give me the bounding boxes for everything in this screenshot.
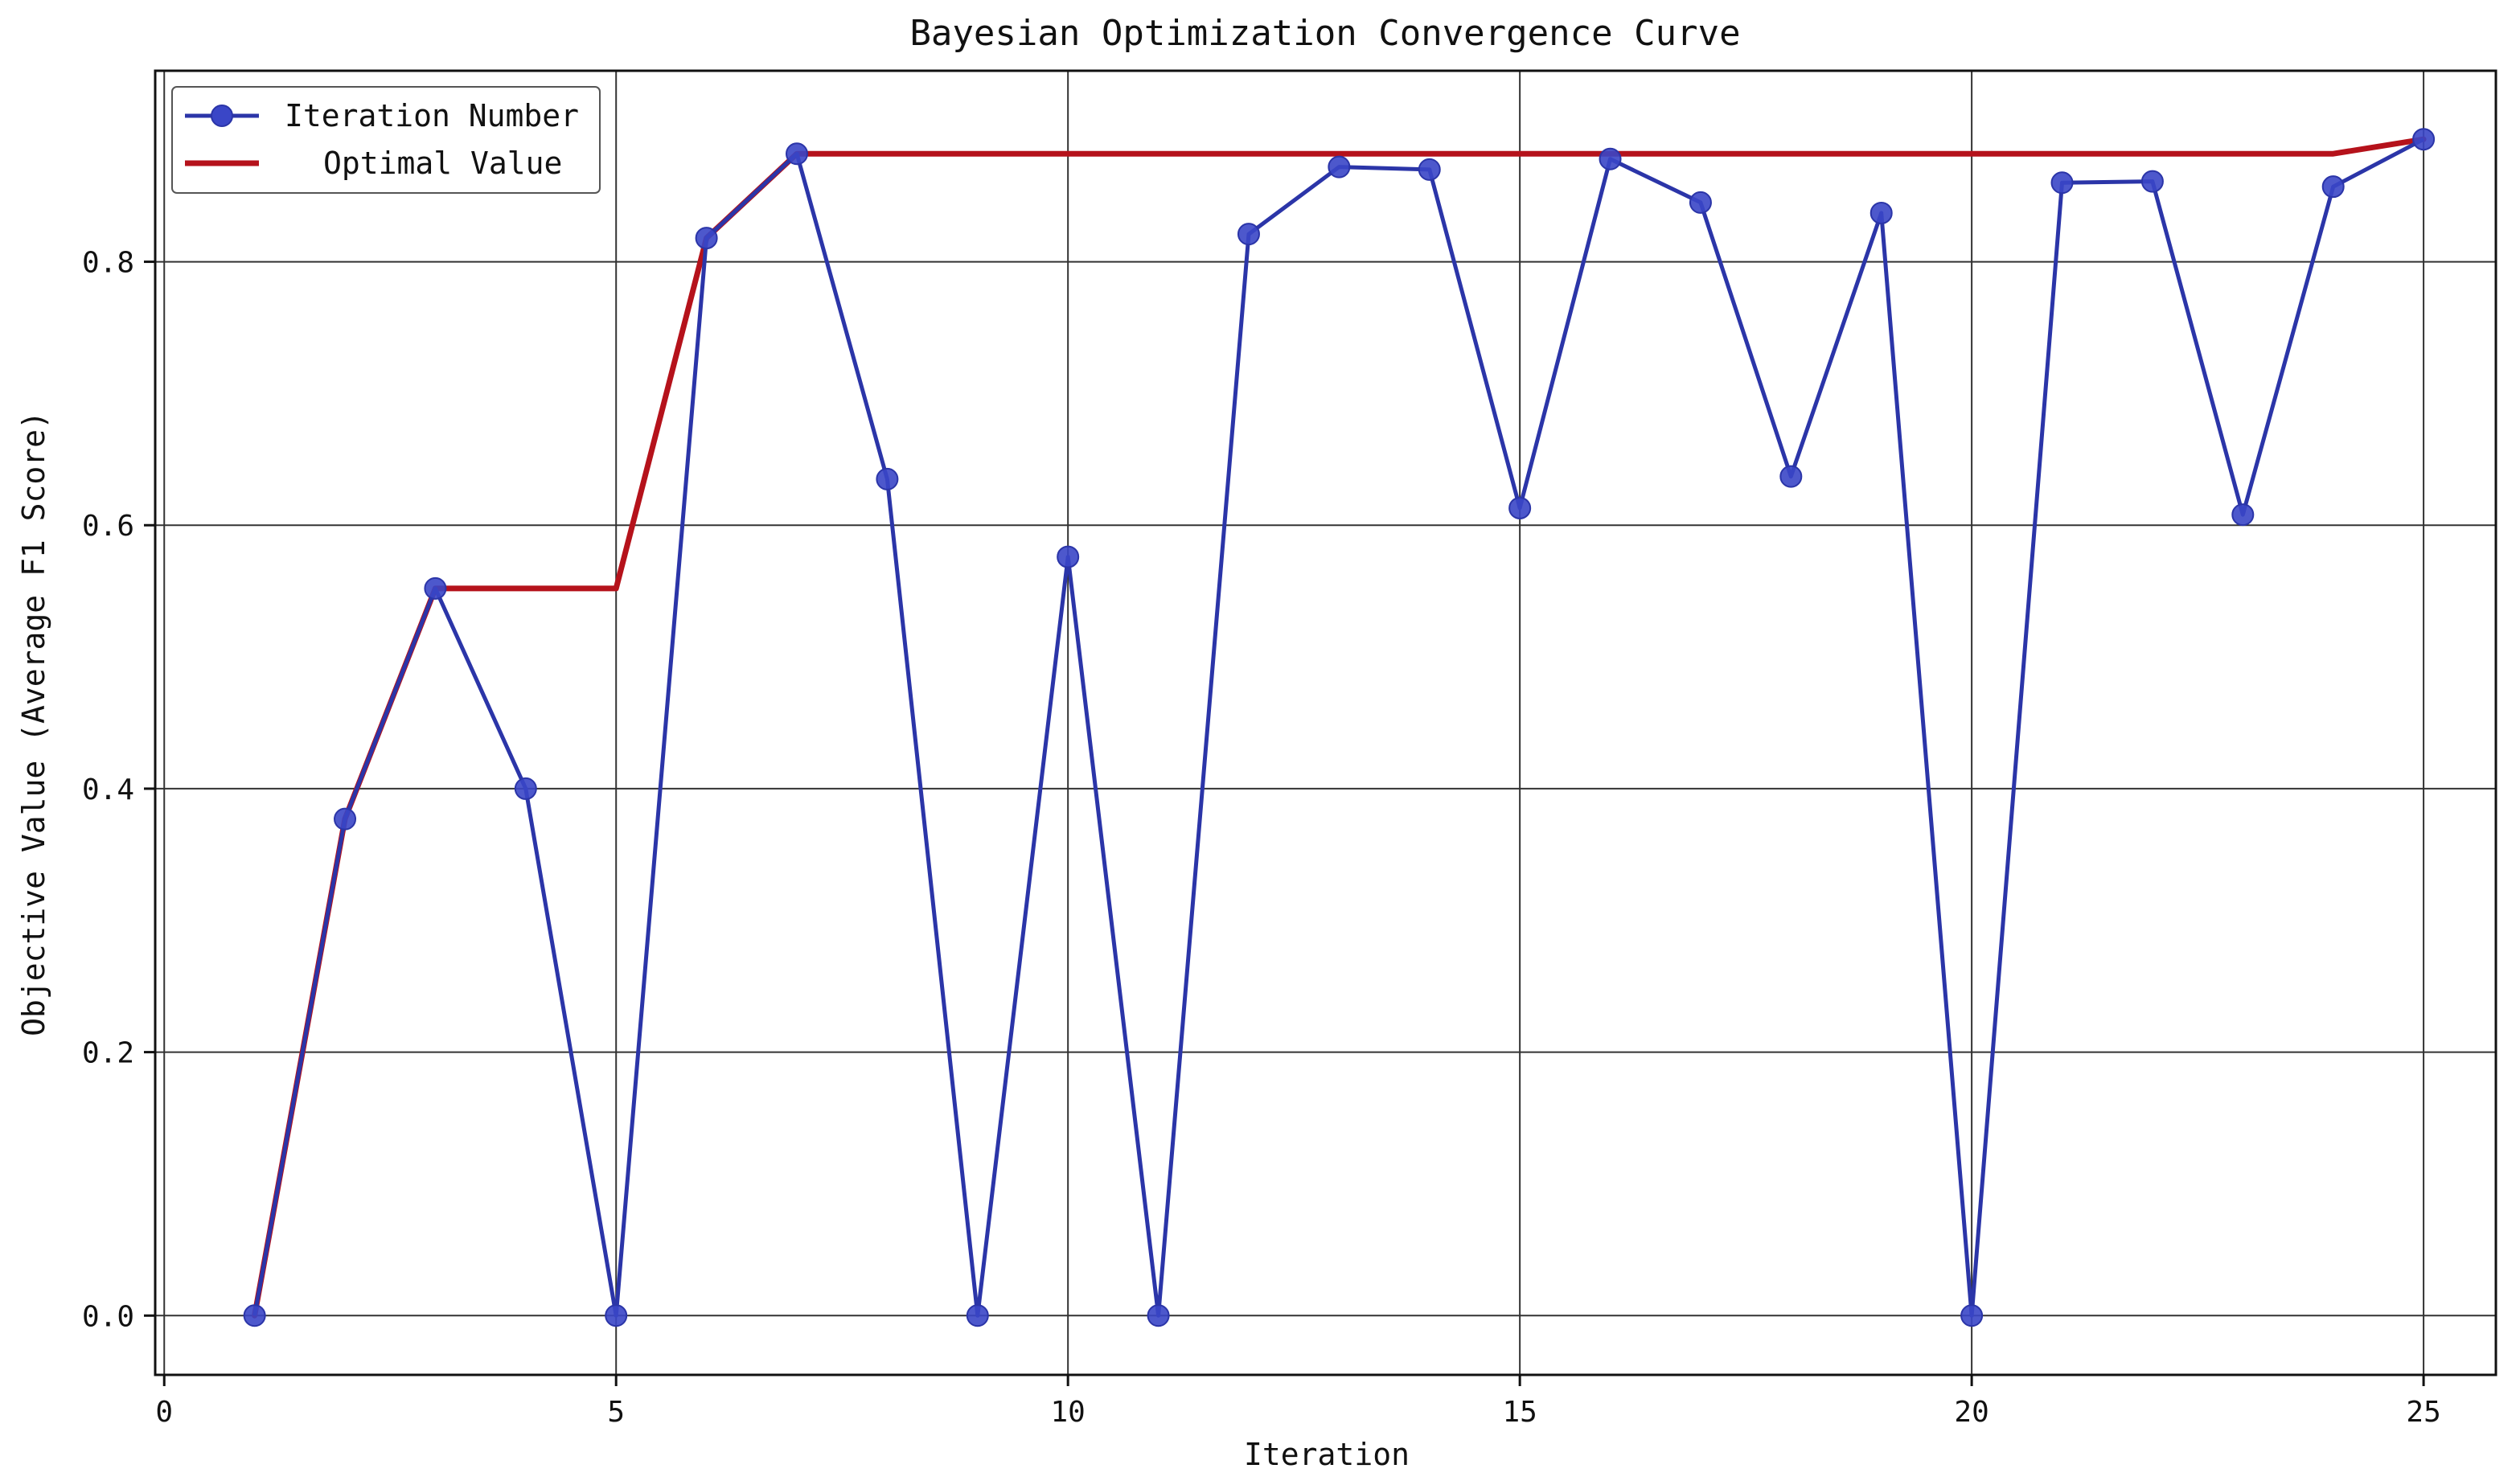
iteration-point	[514, 777, 537, 800]
iteration-point	[876, 467, 899, 490]
iteration-point	[1869, 201, 1893, 224]
iteration-point	[2321, 175, 2345, 199]
iteration-point	[1418, 158, 1441, 181]
iteration-point	[1779, 465, 1803, 488]
iteration-point	[966, 1304, 989, 1327]
x-tick-label: 25	[2406, 1396, 2440, 1429]
optimal-value-series	[252, 136, 2427, 1319]
x-tick-label: 15	[1502, 1396, 1537, 1429]
iteration-point	[1057, 545, 1080, 568]
iteration-point	[605, 1304, 628, 1327]
iteration-point	[1237, 223, 1260, 246]
legend-box	[171, 86, 601, 194]
iteration-point	[334, 807, 357, 831]
y-tick-label: 0.8	[82, 247, 134, 280]
iteration-point	[243, 1304, 266, 1327]
y-tick-label: 0.4	[82, 773, 134, 806]
iteration-point	[1599, 147, 1622, 170]
iteration-point	[1147, 1304, 1170, 1327]
legend-iteration-marker	[211, 105, 233, 127]
iteration-point	[2231, 503, 2255, 527]
y-tick-label: 0.6	[82, 510, 134, 543]
iteration-point	[2140, 170, 2164, 193]
grid-layer	[155, 71, 2496, 1375]
optimal-value-line	[252, 136, 2427, 1319]
iteration-point	[785, 142, 808, 166]
legend: Iteration Number Optimal Value	[171, 86, 601, 194]
legend-iteration-label: Iteration Number	[285, 98, 579, 133]
iteration-point	[1960, 1304, 1984, 1327]
y-tick-label: 0.0	[82, 1300, 134, 1333]
x-tick-label: 5	[607, 1396, 625, 1429]
y-axis-label: Objective Value (Average F1 Score)	[16, 411, 51, 1036]
chart-title: Bayesian Optimization Convergence Curve	[909, 13, 1740, 54]
iteration-point	[2412, 128, 2436, 151]
iteration-point	[424, 576, 447, 600]
iteration-point	[1508, 496, 1532, 519]
x-axis-label: Iteration	[1244, 1437, 1410, 1472]
plot-frame	[154, 69, 2497, 1376]
iteration-point	[1328, 155, 1351, 178]
iteration-number-series	[243, 128, 2436, 1327]
y-tick-label: 0.2	[82, 1037, 134, 1070]
iteration-point	[1689, 191, 1712, 214]
tick-layer: 0 5 10 15 20 25 0.0 0.2 0.4 0.6 0.8	[82, 247, 2441, 1429]
iteration-point	[695, 227, 718, 250]
x-tick-label: 0	[155, 1396, 173, 1429]
iteration-point	[2050, 171, 2074, 195]
legend-optimal-label: Optimal Value	[323, 146, 562, 181]
x-tick-label: 10	[1050, 1396, 1085, 1429]
x-tick-label: 20	[1954, 1396, 1989, 1429]
